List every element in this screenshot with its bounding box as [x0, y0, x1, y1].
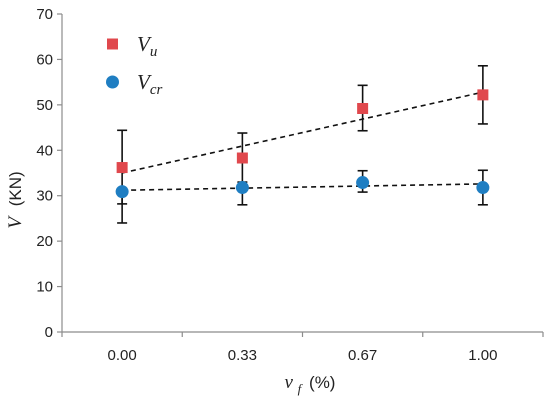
y-axis-title: V (KN): [5, 171, 26, 228]
axis-titles: V (KN) v f (%): [5, 171, 336, 397]
x-axis-title: v f (%): [285, 372, 336, 397]
x-tick-label: 0.00: [108, 347, 137, 364]
data-point-v-cr: [356, 176, 370, 190]
y-tick-label: 30: [36, 188, 53, 205]
legend-label-v-u: Vu: [137, 32, 157, 60]
legend: Vu Vcr: [106, 32, 162, 98]
y-tick-label: 40: [36, 142, 53, 159]
data-point-v-u: [116, 162, 128, 174]
data-point-v-cr: [476, 181, 490, 195]
data-point-v-u: [477, 89, 489, 101]
data-point-v-u: [236, 152, 248, 164]
y-tick-label: 60: [36, 51, 53, 68]
legend-marker-v-u: [107, 38, 118, 50]
y-tick-label: 70: [36, 6, 53, 23]
data-markers: [115, 89, 490, 199]
y-tick-label: 0: [45, 324, 53, 341]
trendlines: [121, 91, 484, 192]
axes: 0 10 20 30 40 50 60 70 0.00 0.33 0.67 1.00: [36, 6, 544, 364]
x-tick-label: 0.67: [348, 347, 377, 364]
data-point-v-u: [357, 102, 369, 114]
legend-marker-v-cr: [106, 75, 119, 89]
error-bars: [117, 64, 488, 224]
trendline-v-u: [121, 91, 484, 174]
trendline-v-cr: [122, 183, 483, 192]
y-tick-label: 10: [36, 279, 53, 296]
x-tick-label: 1.00: [468, 347, 497, 364]
data-point-v-cr: [235, 181, 249, 195]
y-tick-label: 20: [36, 233, 53, 250]
data-point-v-cr: [115, 185, 129, 199]
y-tick-label: 50: [36, 97, 53, 114]
x-tick-label: 0.33: [228, 347, 257, 364]
legend-label-v-cr: Vcr: [137, 70, 162, 98]
